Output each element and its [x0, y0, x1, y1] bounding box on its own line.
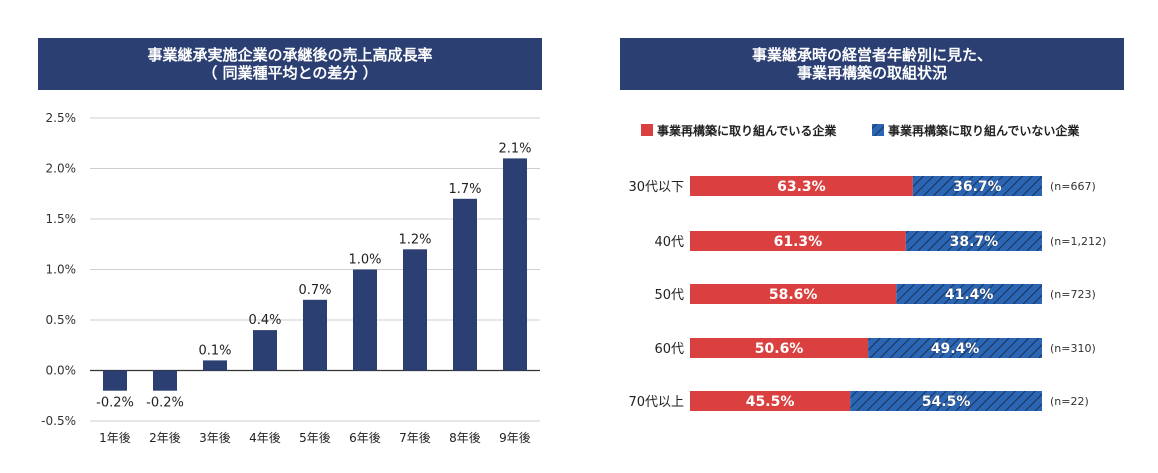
row-category-label: 30代以下: [628, 180, 684, 195]
right-chart-subtitle: 事業再構築の取組状況: [796, 64, 947, 82]
bar-segment-inactive: [896, 284, 1042, 304]
bar-value-label-inactive: 41.4%: [945, 287, 994, 303]
bar-value-label-active: 50.6%: [755, 341, 804, 357]
legend-swatch-active: [641, 124, 653, 136]
x-tick-label: 7年後: [399, 431, 431, 445]
bar-value-label: 1.7%: [448, 182, 481, 197]
bar: [403, 249, 427, 371]
bar-segment-inactive: [868, 338, 1042, 358]
bar-segment-inactive: [905, 231, 1042, 251]
bar-value-label-active: 45.5%: [746, 394, 795, 410]
bar-value-label: 0.4%: [248, 313, 281, 328]
x-tick-label: 1年後: [99, 431, 131, 445]
legend-label-inactive: 事業再構築に取り組んでいない企業: [888, 123, 1080, 138]
bar: [153, 370, 177, 391]
bar-segment-active: [690, 231, 906, 251]
bar: [253, 330, 277, 371]
row-n-label: (n=723): [1050, 288, 1096, 301]
bar-segment-inactive: [850, 391, 1042, 411]
growth-rate-bar-chart: 2.5% 2.0% 1.5% 1.0% 0.5% 0.0% -0.5% -0.2% 1年後 -0.…: [41, 111, 540, 445]
bar-value-label-active: 61.3%: [774, 234, 823, 250]
bar-value-label: 1.2%: [398, 232, 431, 247]
bar-segment-active: [690, 284, 897, 304]
bar-value-label: 0.1%: [198, 343, 231, 358]
bar-value-label: 1.0%: [348, 253, 381, 268]
x-tick-label: 5年後: [299, 431, 331, 445]
legend-swatch-inactive: [872, 124, 884, 136]
bar-segment-inactive: [912, 176, 1042, 196]
bar-value-label-active: 58.6%: [769, 287, 818, 303]
bar-segment-active: [690, 391, 851, 411]
bar-value-label-active: 63.3%: [777, 179, 826, 195]
bar-value-label-inactive: 36.7%: [953, 179, 1002, 195]
y-tick-label: -0.5%: [41, 414, 76, 428]
x-tick-label: 6年後: [349, 431, 381, 445]
x-tick-label: 9年後: [499, 431, 531, 445]
bar: [353, 269, 377, 371]
bar-value-label: -0.2%: [146, 396, 184, 411]
row-n-label: (n=22): [1050, 395, 1089, 408]
bar: [453, 198, 477, 371]
y-tick-label: 1.5%: [46, 212, 77, 226]
left-chart-title-box: 事業継承実施企業の承継後の売上高成長率 （ 同業種平均との差分 ）: [38, 38, 542, 90]
bar: [203, 360, 227, 371]
row-n-label: (n=310): [1050, 342, 1096, 355]
bar-value-label: -0.2%: [96, 396, 134, 411]
bar: [103, 370, 127, 391]
right-chart-title-box: 事業継承時の経営者年齢別に見た、 事業再構築の取組状況: [620, 38, 1124, 90]
y-tick-label: 1.0%: [46, 263, 77, 277]
row-n-label: (n=667): [1050, 180, 1096, 193]
y-tick-label: 0.0%: [46, 364, 77, 378]
bar-segment-active: [690, 338, 869, 358]
row-category-label: 40代: [654, 235, 684, 250]
legend-label-active: 事業再構築に取り組んでいる企業: [657, 123, 837, 138]
restructuring-stacked-bar-chart: 事業再構築に取り組んでいる企業 事業再構築に取り組んでいない企業 30代以下 63.3…: [628, 123, 1106, 411]
bar: [503, 158, 527, 371]
y-tick-label: 0.5%: [46, 313, 77, 327]
bar-value-label-inactive: 49.4%: [931, 341, 980, 357]
row-n-label: (n=1,212): [1050, 235, 1106, 248]
bar-segment-active: [690, 176, 913, 196]
left-chart-subtitle: （ 同業種平均との差分 ）: [202, 64, 378, 82]
bar-value-label-inactive: 54.5%: [922, 394, 971, 410]
bar: [303, 299, 327, 371]
y-tick-label: 2.0%: [46, 162, 77, 176]
left-chart-title: 事業継承実施企業の承継後の売上高成長率: [147, 46, 433, 64]
bar-value-label: 2.1%: [498, 141, 531, 156]
x-tick-label: 8年後: [449, 431, 481, 445]
row-category-label: 70代以上: [628, 395, 684, 410]
x-tick-label: 3年後: [199, 431, 231, 445]
x-tick-label: 4年後: [249, 431, 281, 445]
y-tick-label: 2.5%: [46, 111, 77, 125]
row-category-label: 60代: [654, 342, 684, 357]
right-chart-title: 事業継承時の経営者年齢別に見た、: [751, 46, 992, 64]
bar-value-label: 0.7%: [298, 283, 331, 298]
bar-value-label-inactive: 38.7%: [950, 234, 999, 250]
row-category-label: 50代: [654, 288, 684, 303]
x-tick-label: 2年後: [149, 431, 181, 445]
